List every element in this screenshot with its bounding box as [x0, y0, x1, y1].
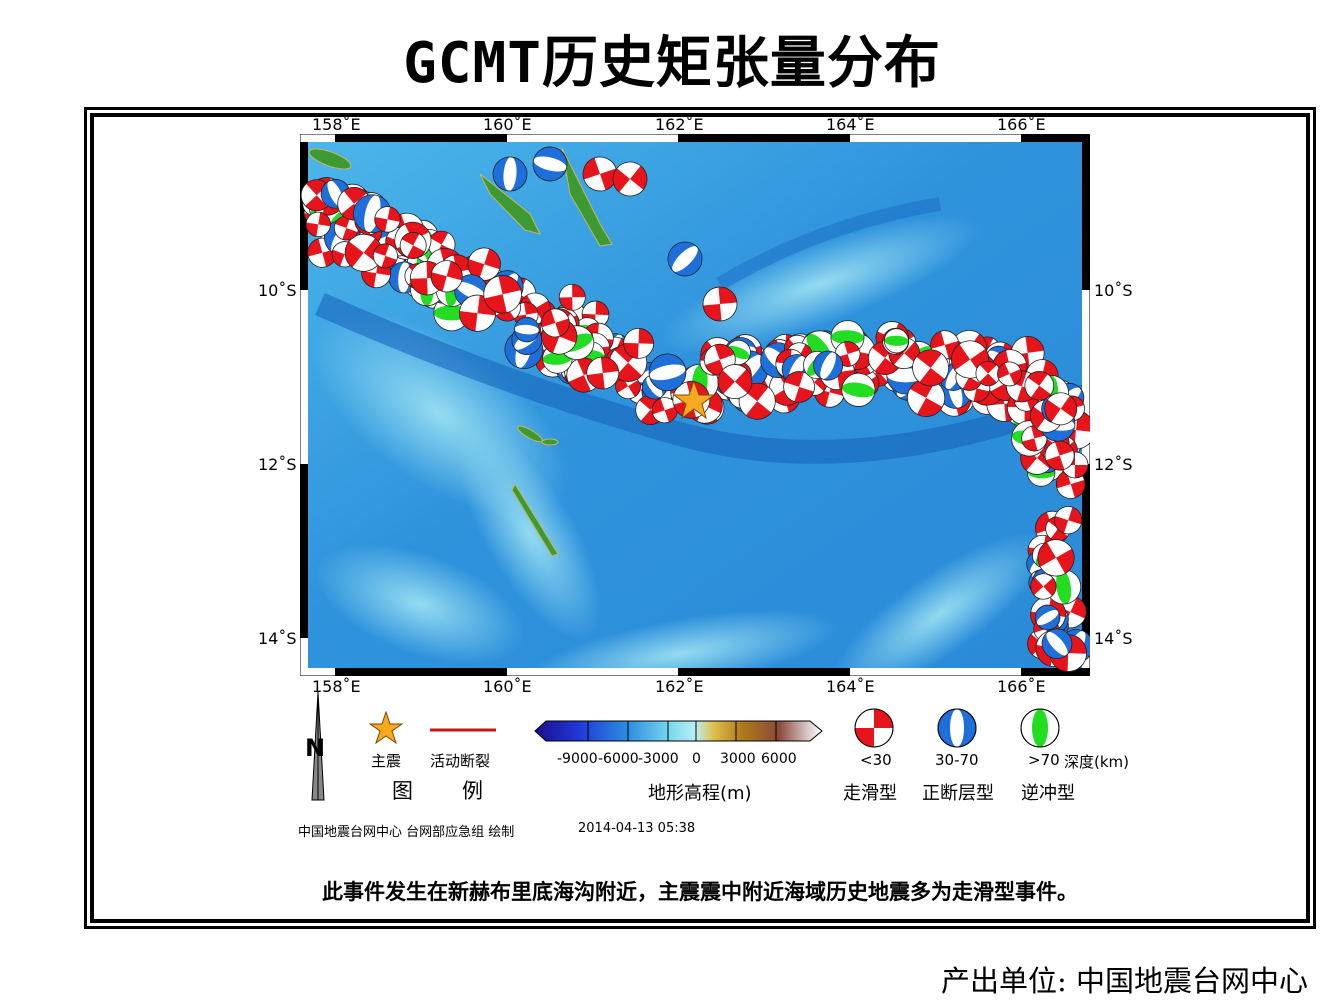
lon-tick-bottom-164: 164˚E: [826, 677, 875, 696]
beachball-normal: [648, 353, 687, 392]
beachball-strike: [1055, 469, 1086, 499]
legend-star-icon: [369, 711, 403, 745]
depth-label-shallow: <30: [860, 751, 892, 769]
figure-frame-outer: [84, 107, 1316, 929]
beachball-strike: [374, 206, 401, 233]
lat-tick-right-12s: 12˚S: [1094, 455, 1133, 474]
lat-tick-right-10s: 10˚S: [1094, 281, 1133, 300]
beachball-strike: [1024, 371, 1055, 401]
lon-tick-bottom-162: 162˚E: [655, 677, 704, 696]
beachball-strike: [997, 361, 1022, 387]
legend-title: 图 例: [392, 779, 497, 803]
beachball-strike: [582, 156, 618, 192]
north-label: N: [305, 734, 326, 762]
mainshock-star: [672, 379, 716, 420]
beachball-normal: [813, 350, 844, 381]
depth-label-deep: >70: [1028, 751, 1060, 769]
beachball-strike: [1037, 539, 1075, 577]
elevation-colorbar: [534, 720, 823, 742]
beachball-strike: [623, 328, 654, 359]
lon-tick-bottom-160: 160˚E: [483, 677, 532, 696]
beachball-strike: [540, 308, 570, 338]
lat-tick-left-12s: 12˚S: [258, 455, 297, 474]
beachball-normal: [667, 241, 703, 277]
beachball-thrust: [841, 372, 876, 407]
beachball-strike: [483, 275, 522, 314]
colorbar-tick-m9000: -9000: [557, 751, 598, 767]
mechanism-label-strike-slip: 走滑型: [843, 783, 897, 804]
beachball-normal: [532, 146, 568, 182]
map-frame-ticks: [300, 134, 1090, 676]
lon-tick-top-164: 164˚E: [826, 115, 875, 134]
beachball-normal: [1041, 628, 1073, 659]
beachball-strike: [612, 161, 648, 197]
beachball-strike: [372, 243, 398, 269]
credit-maker: 中国地震台网中心 台网部应急组 绘制: [298, 825, 515, 840]
beachball-thrust: [883, 328, 909, 354]
depth-label-mid: 30-70: [935, 751, 979, 769]
credit-datetime: 2014-04-13 05:38: [578, 821, 696, 836]
colorbar-tick-6000: 6000: [761, 751, 797, 767]
lon-tick-bottom-166: 166˚E: [997, 677, 1046, 696]
lat-tick-left-10s: 10˚S: [258, 281, 297, 300]
legend-thrust-ball-icon: [1020, 708, 1060, 748]
colorbar-tick-0: 0: [692, 751, 701, 767]
event-note: 此事件发生在新赫布里底海沟附近，主震震中附近海域历史地震多为走滑型事件。: [322, 879, 1078, 904]
legend-fault-label: 活动断裂: [430, 752, 491, 770]
beachball-strike: [586, 356, 620, 390]
legend-normal-fault-ball-icon: [937, 708, 977, 748]
beachball-strike: [558, 283, 586, 311]
lat-tick-left-14s: 14˚S: [258, 629, 297, 648]
lon-tick-top-160: 160˚E: [483, 115, 532, 134]
page-title: GCMT历史矩张量分布: [403, 31, 941, 96]
focal-mechanism-beachballs: [300, 146, 1090, 672]
lon-tick-top-158: 158˚E: [312, 115, 361, 134]
figure-frame-inner: [90, 113, 1310, 923]
depth-unit: 深度(km): [1064, 753, 1130, 771]
beachball-normal: [514, 316, 540, 343]
beachball-strike: [399, 231, 427, 259]
colorbar-tick-3000: 3000: [720, 751, 756, 767]
tectonic-map: [300, 134, 1090, 676]
islands: [308, 147, 613, 557]
north-arrow-icon: [311, 692, 325, 801]
legend-fault-line: [430, 728, 496, 732]
beachball-thrust: [1046, 569, 1082, 605]
beachball-strike: [333, 215, 359, 241]
beachball-strike: [1044, 440, 1075, 471]
beachball-strike: [783, 371, 815, 403]
beachball-strike: [344, 233, 383, 272]
mechanism-label-normal: 正断层型: [922, 783, 994, 804]
colorbar-title: 地形高程(m): [648, 783, 752, 804]
beachball-normal: [1034, 604, 1061, 631]
legend-strike-slip-ball-icon: [854, 708, 894, 748]
colorbar-tick-m6000: -6000: [598, 751, 639, 767]
lon-tick-bottom-158: 158˚E: [312, 677, 361, 696]
beachball-strike: [912, 349, 950, 387]
colorbar-tick-m3000: -3000: [638, 751, 679, 767]
beachball-strike: [430, 260, 463, 293]
beachball-strike: [305, 211, 331, 238]
lon-tick-top-166: 166˚E: [997, 115, 1046, 134]
beachball-strike: [702, 286, 738, 322]
beachball-strike: [651, 397, 678, 424]
producer-label: 产出单位: 中国地震台网中心: [941, 964, 1308, 998]
beachball-strike: [467, 247, 501, 281]
legend-mainshock-label: 主震: [371, 752, 402, 770]
beachball-strike: [1054, 506, 1083, 535]
beachball-normal: [492, 156, 528, 192]
beachball-strike: [975, 360, 1001, 387]
beachball-strike: [1030, 573, 1057, 600]
lon-tick-top-162: 162˚E: [655, 115, 704, 134]
lat-tick-right-14s: 14˚S: [1094, 629, 1133, 648]
mechanism-label-thrust: 逆冲型: [1021, 783, 1075, 804]
beachball-strike: [717, 364, 753, 400]
beachball-strike: [1044, 392, 1078, 426]
